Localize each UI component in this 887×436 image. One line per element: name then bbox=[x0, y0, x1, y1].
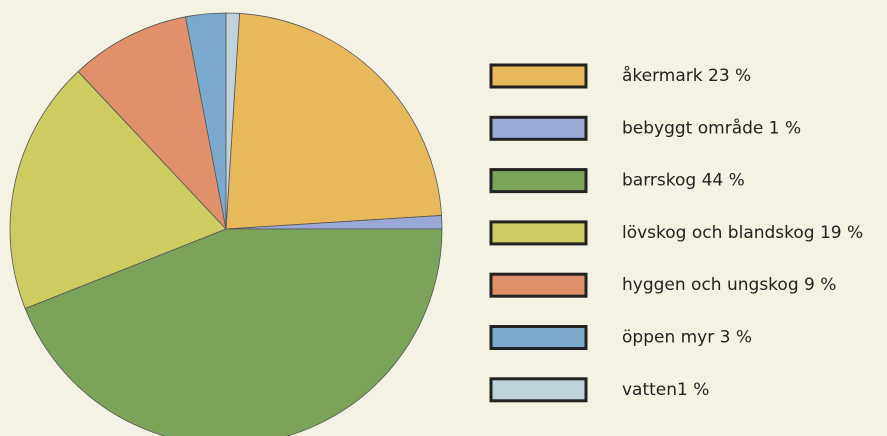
legend-label: hyggen och ungskog 9 % bbox=[622, 275, 836, 295]
pie-slice bbox=[9, 70, 227, 310]
legend-swatch bbox=[489, 168, 588, 194]
pie-slice bbox=[77, 16, 227, 231]
legend-swatch bbox=[489, 220, 588, 246]
legend-label: åkermark 23 % bbox=[622, 65, 751, 86]
legend-label: bebyggt område 1 % bbox=[622, 117, 801, 138]
legend-label: barrskog 44 % bbox=[622, 171, 745, 191]
legend-label: vatten1 % bbox=[622, 380, 709, 400]
legend-label: öppen myr 3 % bbox=[622, 328, 752, 348]
pie-slice bbox=[225, 13, 442, 230]
legend-swatch bbox=[489, 325, 588, 350]
legend-swatch bbox=[489, 377, 588, 403]
legend-swatch bbox=[489, 63, 588, 89]
legend-swatch bbox=[489, 272, 588, 298]
legend-label: lövskog och blandskog 19 % bbox=[622, 223, 863, 243]
legend-swatch bbox=[489, 115, 588, 141]
pie-slice bbox=[225, 12, 240, 230]
pie-slice bbox=[24, 228, 443, 436]
